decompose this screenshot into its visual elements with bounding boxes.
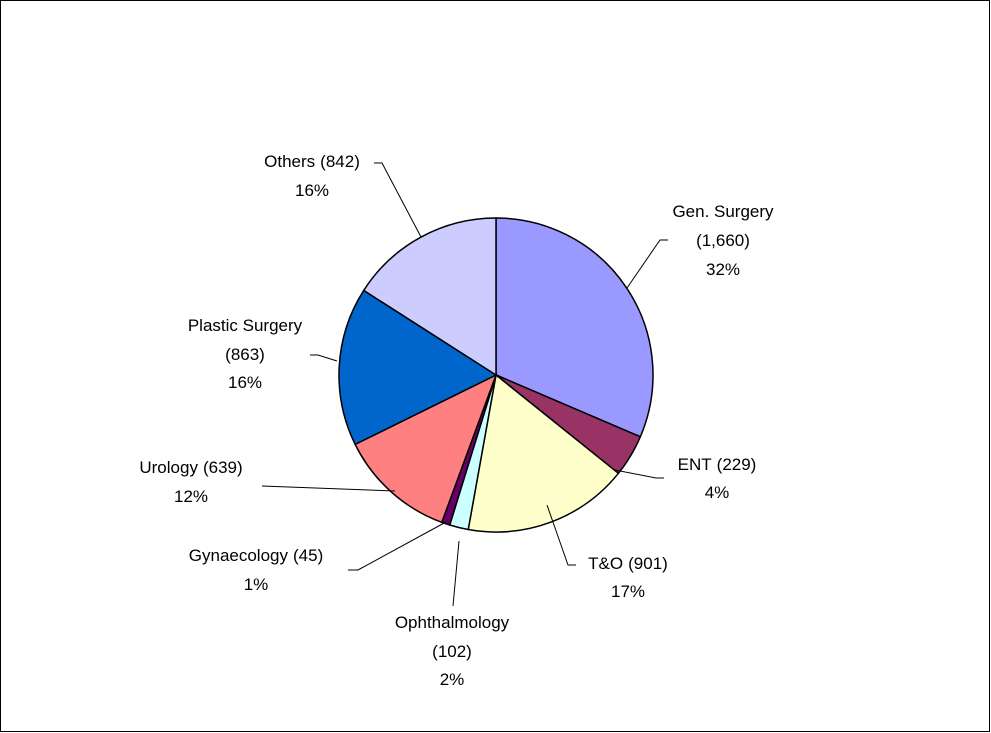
label-part: 4% (705, 483, 730, 502)
label-part: Urology (139, 458, 198, 477)
label-part: Ophthalmology (395, 613, 510, 632)
label-part: (102) (432, 642, 472, 661)
slice-label: Ophthalmology (395, 613, 510, 632)
label-part: Others (264, 152, 315, 171)
label-part: 16% (295, 181, 329, 200)
label-part: (863) (225, 345, 265, 364)
label-part: Gynaecology (189, 546, 289, 565)
label-part: 1% (244, 575, 269, 594)
slice-label: 32% (706, 260, 740, 279)
slice-label: (863) (225, 345, 265, 364)
slice-label: ENT (229) (678, 455, 757, 474)
slice-label: 12% (174, 487, 208, 506)
slice-label: 16% (295, 181, 329, 200)
slice-label: 1% (244, 575, 269, 594)
slice-label: 17% (611, 582, 645, 601)
slice-label: 16% (228, 373, 262, 392)
label-part: (45) (293, 546, 323, 565)
label-part: 32% (706, 260, 740, 279)
slice-label: Others (842) (264, 152, 360, 171)
slice-label: Gynaecology (45) (189, 546, 323, 565)
pie-slice (354, 373, 498, 524)
slice-label: 4% (705, 483, 730, 502)
label-part: 17% (611, 582, 645, 601)
slice-label: T&O (901) (588, 554, 668, 573)
leader-line (348, 521, 447, 571)
pie-slice (467, 373, 620, 533)
label-part: (842) (320, 152, 360, 171)
label-part: 2% (440, 670, 465, 689)
leader-line (546, 504, 576, 566)
label-part: (229) (717, 455, 757, 474)
slice-label: Plastic Surgery (188, 316, 303, 335)
slice-label: (1,660) (696, 231, 750, 250)
label-part: Plastic Surgery (188, 316, 303, 335)
leader-line (626, 239, 668, 289)
slice-label: (102) (432, 642, 472, 661)
label-part: T&O (588, 554, 623, 573)
label-part: (639) (203, 458, 243, 477)
leader-line (452, 540, 460, 607)
slice-label: 2% (440, 670, 465, 689)
pie-slice (338, 289, 498, 446)
label-part: (1,660) (696, 231, 750, 250)
leader-line (310, 354, 338, 362)
slice-label: Urology (639) (139, 458, 242, 477)
leader-line (614, 469, 664, 479)
label-part: (901) (628, 554, 668, 573)
label-part: Gen. Surgery (672, 202, 774, 221)
label-part: ENT (678, 455, 712, 474)
pie-slice (362, 217, 497, 377)
label-part: 16% (228, 373, 262, 392)
slice-label: Gen. Surgery (672, 202, 774, 221)
leader-line (374, 162, 422, 238)
leader-line (261, 485, 396, 492)
pie-slice (495, 217, 654, 438)
label-part: 12% (174, 487, 208, 506)
